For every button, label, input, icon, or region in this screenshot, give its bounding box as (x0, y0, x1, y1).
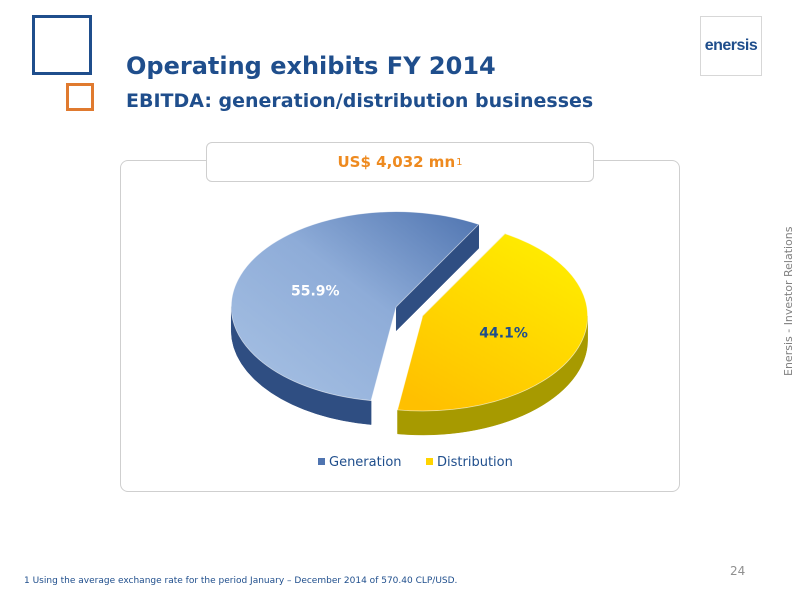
total-ebitda-value: US$ 4,032 mn (337, 153, 456, 171)
legend-label-distribution: Distribution (437, 455, 513, 470)
total-ebitda-label: US$ 4,032 mn 1 (206, 142, 594, 182)
chart-legend: Generation Distribution (318, 455, 513, 470)
footnote-marker: 1 (456, 156, 463, 168)
pie-slice-distribution (397, 233, 589, 412)
legend-swatch-distribution (426, 458, 433, 465)
legend-label-generation: Generation (329, 455, 402, 470)
data-label-distribution: 44.1% (479, 325, 528, 341)
enersis-logo: enersis (700, 16, 762, 76)
pie-slice-generation (230, 211, 480, 401)
data-label-generation: 55.9% (291, 283, 340, 299)
page-title: Operating exhibits FY 2014 (126, 52, 496, 80)
footnote: 1 Using the average exchange rate for th… (24, 576, 458, 586)
pie-labels: 55.9% 44.1% (291, 283, 528, 341)
legend-swatch-generation (318, 458, 325, 465)
pie-tops (230, 211, 589, 412)
page-subtitle: EBITDA: generation/distribution business… (126, 90, 594, 112)
logo-text: enersis (704, 37, 758, 54)
side-label: Enersis - Investor Relations (782, 226, 795, 376)
ebitda-pie-chart: 55.9% 44.1% Generation Distribution (230, 211, 589, 470)
decorative-square-small (66, 83, 94, 111)
decorative-square-large (32, 15, 92, 75)
page-number: 24 (730, 564, 746, 578)
